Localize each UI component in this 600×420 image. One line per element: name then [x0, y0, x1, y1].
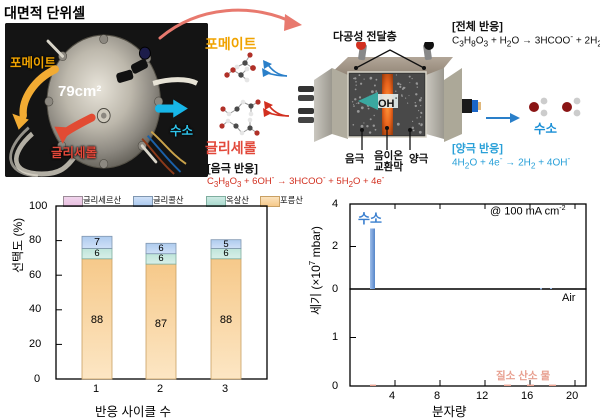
svg-text:87: 87	[155, 318, 167, 330]
svg-text:OH: OH	[378, 98, 395, 110]
svg-text:6: 6	[94, 248, 99, 259]
svg-text:88: 88	[91, 314, 103, 326]
svg-text:5: 5	[223, 239, 228, 250]
svg-text:6: 6	[158, 253, 163, 264]
svg-text:7: 7	[94, 236, 100, 248]
svg-text:88: 88	[220, 314, 232, 326]
svg-text:6: 6	[158, 243, 163, 254]
